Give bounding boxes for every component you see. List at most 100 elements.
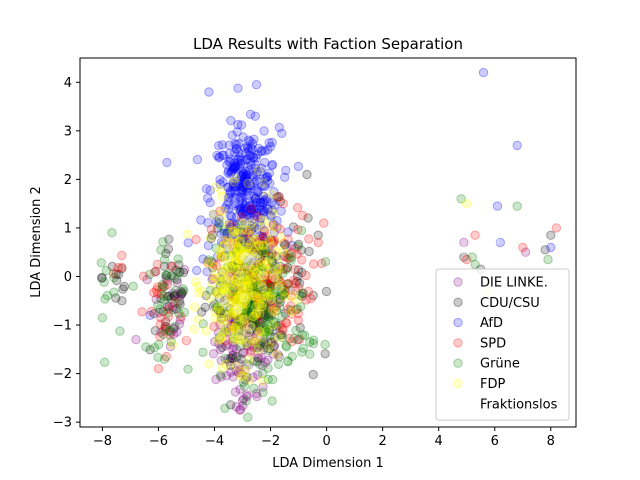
scatter-point-series-0: [259, 342, 270, 352]
scatter-point-series-5: [211, 286, 221, 297]
scatter-point-series-2: [269, 187, 279, 197]
scatter-point-series-4: [272, 273, 283, 284]
scatter-point-series-1: [258, 232, 268, 242]
scatter-point-series-5: [221, 359, 231, 370]
scatter-point-series-5: [234, 291, 245, 301]
scatter-point-series-1: [254, 283, 264, 293]
scatter-point-series-5: [268, 208, 278, 218]
scatter-point-series-1: [296, 245, 306, 255]
scatter-point-series-1: [162, 301, 173, 312]
scatter-point-series-5: [240, 296, 251, 306]
scatter-point-series-5: [227, 237, 237, 248]
scatter-point-series-3: [267, 269, 278, 279]
scatter-point-series-3: [255, 294, 265, 305]
scatter-point-series-0: [179, 265, 190, 275]
scatter-point-series-4: [214, 219, 224, 229]
scatter-point-series-2: [234, 200, 245, 210]
scatter-point-series-2: [233, 158, 243, 168]
scatter-point-series-3: [280, 263, 291, 274]
scatter-point-series-2: [238, 192, 248, 203]
y-tick-label: −3: [53, 416, 72, 431]
scatter-point-series-2: [243, 183, 253, 194]
scatter-point-series-1: [546, 230, 556, 240]
scatter-point-series-2: [231, 162, 241, 172]
scatter-point-series-4: [141, 342, 151, 352]
scatter-point-series-2: [205, 198, 215, 208]
scatter-point-series-3: [252, 295, 263, 305]
scatter-point-series-0: [162, 275, 173, 286]
scatter-point-series-4: [266, 310, 276, 320]
scatter-point-series-6: [232, 195, 242, 206]
scatter-point-series-5: [214, 276, 225, 286]
scatter-point-series-4: [234, 324, 244, 334]
scatter-point-series-5: [233, 334, 244, 344]
scatter-point-series-3: [306, 294, 316, 304]
scatter-point-series-0: [231, 352, 241, 363]
scatter-point-series-2: [229, 176, 239, 187]
scatter-point-series-6: [289, 287, 299, 298]
scatter-point-series-4: [100, 294, 110, 304]
scatter-point-series-3: [551, 223, 562, 233]
scatter-point-series-5: [258, 376, 268, 386]
scatter-point-series-2: [267, 197, 277, 207]
scatter-point-series-0: [237, 348, 248, 358]
scatter-point-series-3: [241, 275, 252, 286]
scatter-point-series-5: [239, 292, 250, 302]
scatter-point-series-5: [237, 260, 247, 270]
scatter-point-series-3: [269, 235, 280, 246]
scatter-point-series-3: [259, 226, 270, 237]
scatter-point-series-1: [97, 273, 107, 283]
scatter-point-series-4: [232, 289, 243, 299]
scatter-point-series-2: [216, 237, 227, 247]
scatter-point-series-2: [495, 237, 505, 248]
scatter-point-series-4: [235, 341, 245, 352]
scatter-point-series-0: [248, 372, 258, 382]
scatter-point-series-2: [196, 215, 206, 225]
scatter-point-series-0: [246, 316, 256, 327]
scatter-point-series-4: [252, 252, 262, 262]
scatter-point-series-1: [321, 286, 332, 297]
scatter-point-series-5: [243, 178, 253, 189]
scatter-point-series-2: [251, 198, 261, 208]
scatter-point-series-4: [173, 298, 183, 309]
scatter-point-series-5: [241, 299, 251, 309]
scatter-point-series-5: [265, 253, 275, 263]
scatter-point-series-2: [237, 209, 248, 219]
scatter-point-series-5: [238, 299, 248, 309]
scatter-point-series-3: [162, 279, 173, 290]
scatter-point-series-4: [100, 357, 110, 367]
scatter-point-series-1: [228, 263, 239, 273]
scatter-point-series-2: [232, 181, 242, 191]
scatter-point-series-1: [171, 265, 181, 275]
scatter-point-series-2: [236, 170, 247, 181]
scatter-point-series-4: [173, 267, 184, 278]
scatter-point-series-6: [243, 327, 253, 337]
scatter-point-series-3: [262, 303, 272, 313]
scatter-point-series-3: [273, 192, 283, 202]
scatter-point-series-3: [117, 250, 127, 261]
scatter-point-series-5: [262, 326, 273, 336]
scatter-point-series-3: [266, 337, 276, 347]
scatter-point-series-2: [257, 243, 267, 254]
scatter-point-series-0: [235, 306, 245, 317]
scatter-point-series-5: [258, 241, 269, 251]
scatter-point-series-5: [226, 264, 236, 274]
scatter-point-series-3: [246, 280, 257, 291]
scatter-point-series-2: [234, 195, 245, 206]
scatter-point-series-2: [236, 204, 246, 215]
scatter-point-series-1: [285, 285, 296, 295]
scatter-point-series-0: [169, 329, 179, 339]
scatter-point-series-2: [261, 173, 271, 183]
scatter-point-series-1: [263, 272, 273, 283]
scatter-point-series-5: [210, 307, 220, 317]
scatter-point-series-0: [242, 290, 252, 300]
scatter-point-series-5: [218, 317, 228, 327]
scatter-point-series-0: [168, 324, 179, 334]
scatter-point-series-3: [301, 295, 311, 305]
scatter-point-series-2: [230, 195, 241, 206]
scatter-point-series-3: [159, 326, 170, 336]
scatter-point-series-5: [241, 276, 252, 286]
scatter-point-series-5: [251, 291, 261, 301]
scatter-point-series-2: [237, 198, 248, 209]
scatter-point-series-0: [229, 283, 239, 293]
